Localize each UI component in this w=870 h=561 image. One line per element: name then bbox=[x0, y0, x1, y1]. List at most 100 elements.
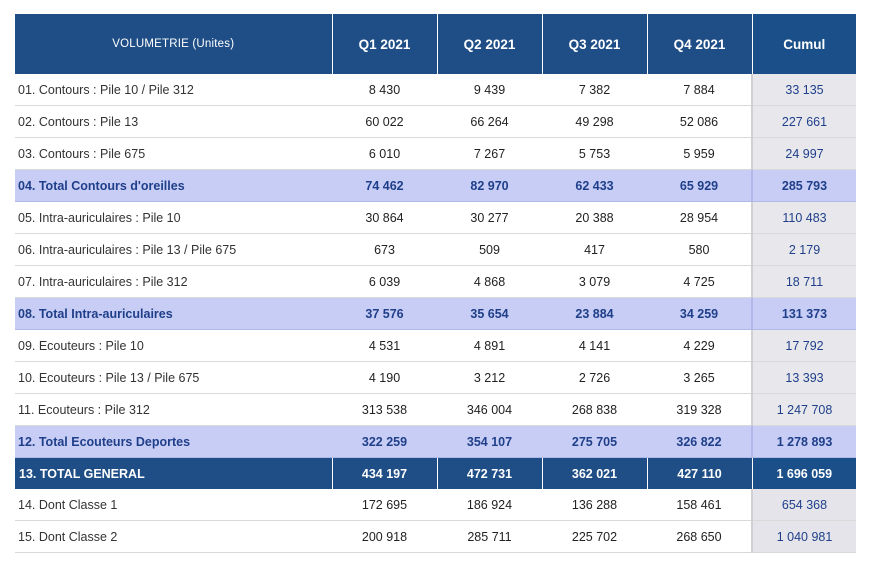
row-label: 05. Intra-auriculaires : Pile 10 bbox=[15, 201, 332, 234]
cell-q2: 3 212 bbox=[437, 361, 542, 394]
cell-q1: 30 864 bbox=[332, 201, 437, 234]
cell-q4: 580 bbox=[647, 233, 752, 266]
row-label: 15. Dont Classe 2 bbox=[15, 520, 332, 553]
cell-q1: 4 531 bbox=[332, 329, 437, 362]
table-body: 01. Contours : Pile 10 / Pile 312 8 430 9 … bbox=[15, 74, 856, 553]
row-label: 10. Ecouteurs : Pile 13 / Pile 675 bbox=[15, 361, 332, 394]
cell-q2: 4 868 bbox=[437, 265, 542, 298]
cell-q2: 354 107 bbox=[437, 425, 542, 458]
cell-cumul: 1 278 893 bbox=[751, 425, 856, 458]
cell-cumul: 33 135 bbox=[751, 74, 856, 106]
row-label: 01. Contours : Pile 10 / Pile 312 bbox=[15, 74, 332, 106]
row-label: 03. Contours : Pile 675 bbox=[15, 137, 332, 170]
cell-cumul: 18 711 bbox=[751, 265, 856, 298]
table-row: 11. Ecouteurs : Pile 312 313 538 346 004 26… bbox=[15, 393, 856, 426]
subtotal-row: 08. Total Intra-auriculaires 37 576 35 654… bbox=[15, 297, 856, 330]
row-label: 12. Total Ecouteurs Deportes bbox=[15, 425, 332, 458]
cell-q4: 4 725 bbox=[647, 265, 752, 298]
cell-q4: 65 929 bbox=[647, 169, 752, 202]
cell-q3: 136 288 bbox=[542, 489, 647, 521]
cell-q2: 509 bbox=[437, 233, 542, 266]
cell-q1: 4 190 bbox=[332, 361, 437, 394]
cell-q3: 275 705 bbox=[542, 425, 647, 458]
cell-q2: 30 277 bbox=[437, 201, 542, 234]
cell-q1: 434 197 bbox=[332, 457, 438, 489]
cell-q1: 8 430 bbox=[332, 74, 437, 106]
cell-q2: 346 004 bbox=[437, 393, 542, 426]
cell-q4: 319 328 bbox=[647, 393, 752, 426]
volumetry-table: VOLUMETRIE (Unites) Q1 2021 Q2 2021 Q3 2… bbox=[15, 14, 856, 553]
cell-q1: 172 695 bbox=[332, 489, 437, 521]
cell-cumul: 227 661 bbox=[751, 105, 856, 138]
cell-cumul: 654 368 bbox=[751, 489, 856, 521]
cell-q4: 7 884 bbox=[647, 74, 752, 106]
table-row: 01. Contours : Pile 10 / Pile 312 8 430 9 … bbox=[15, 74, 856, 106]
table-header-row: VOLUMETRIE (Unites) Q1 2021 Q2 2021 Q3 2… bbox=[15, 14, 856, 74]
cell-q2: 285 711 bbox=[437, 520, 542, 553]
cell-q2: 4 891 bbox=[437, 329, 542, 362]
cell-q4: 34 259 bbox=[647, 297, 752, 330]
table-row: 05. Intra-auriculaires : Pile 10 30 864 30… bbox=[15, 201, 856, 234]
cell-q1: 322 259 bbox=[332, 425, 437, 458]
cell-cumul: 110 483 bbox=[751, 201, 856, 234]
cell-cumul: 2 179 bbox=[751, 233, 856, 266]
cell-q3: 49 298 bbox=[542, 105, 647, 138]
cell-q3: 362 021 bbox=[542, 457, 648, 489]
cell-q4: 52 086 bbox=[647, 105, 752, 138]
cell-q2: 35 654 bbox=[437, 297, 542, 330]
table-row: 06. Intra-auriculaires : Pile 13 / Pile … bbox=[15, 233, 856, 266]
cell-cumul: 24 997 bbox=[751, 137, 856, 170]
cell-q4: 28 954 bbox=[647, 201, 752, 234]
cell-q3: 268 838 bbox=[542, 393, 647, 426]
subtotal-row: 12. Total Ecouteurs Deportes 322 259 354 1… bbox=[15, 425, 856, 458]
table-row: 10. Ecouteurs : Pile 13 / Pile 675 4 190 3… bbox=[15, 361, 856, 394]
cell-q3: 7 382 bbox=[542, 74, 647, 106]
cell-q3: 2 726 bbox=[542, 361, 647, 394]
cell-q2: 472 731 bbox=[437, 457, 543, 489]
cell-q3: 23 884 bbox=[542, 297, 647, 330]
row-label: 11. Ecouteurs : Pile 312 bbox=[15, 393, 332, 426]
header-q1: Q1 2021 bbox=[332, 14, 438, 74]
cell-q1: 60 022 bbox=[332, 105, 437, 138]
cell-cumul: 1 247 708 bbox=[751, 393, 856, 426]
cell-q4: 4 229 bbox=[647, 329, 752, 362]
cell-q3: 417 bbox=[542, 233, 647, 266]
row-label: 06. Intra-auriculaires : Pile 13 / Pile … bbox=[15, 233, 332, 266]
cell-q2: 82 970 bbox=[437, 169, 542, 202]
cell-q3: 3 079 bbox=[542, 265, 647, 298]
header-label: VOLUMETRIE (Unites) bbox=[15, 14, 333, 74]
cell-q2: 66 264 bbox=[437, 105, 542, 138]
table-row: 09. Ecouteurs : Pile 10 4 531 4 891 4 141 4 … bbox=[15, 329, 856, 362]
cell-q4: 268 650 bbox=[647, 520, 752, 553]
cell-q1: 37 576 bbox=[332, 297, 437, 330]
table-row: 07. Intra-auriculaires : Pile 312 6 039 4 … bbox=[15, 265, 856, 298]
cell-q1: 6 039 bbox=[332, 265, 437, 298]
cell-q3: 5 753 bbox=[542, 137, 647, 170]
table-row: 15. Dont Classe 2 200 918 285 711 225 702 26… bbox=[15, 520, 856, 553]
table-row: 02. Contours : Pile 13 60 022 66 264 49 298… bbox=[15, 105, 856, 138]
header-q2: Q2 2021 bbox=[437, 14, 543, 74]
cell-q1: 200 918 bbox=[332, 520, 437, 553]
cell-q1: 313 538 bbox=[332, 393, 437, 426]
row-label: 14. Dont Classe 1 bbox=[15, 489, 332, 521]
header-cumul: Cumul bbox=[752, 14, 856, 74]
cell-cumul: 1 696 059 bbox=[751, 457, 856, 489]
row-label: 13. TOTAL GENERAL bbox=[15, 457, 333, 489]
cell-q1: 673 bbox=[332, 233, 437, 266]
cell-q3: 20 388 bbox=[542, 201, 647, 234]
cell-q3: 62 433 bbox=[542, 169, 647, 202]
header-q4: Q4 2021 bbox=[647, 14, 753, 74]
cell-q2: 9 439 bbox=[437, 74, 542, 106]
subtotal-row: 04. Total Contours d'oreilles 74 462 82 97… bbox=[15, 169, 856, 202]
cell-cumul: 285 793 bbox=[751, 169, 856, 202]
cell-q4: 326 822 bbox=[647, 425, 752, 458]
cell-q4: 158 461 bbox=[647, 489, 752, 521]
cell-q1: 6 010 bbox=[332, 137, 437, 170]
row-label: 07. Intra-auriculaires : Pile 312 bbox=[15, 265, 332, 298]
cell-q4: 427 110 bbox=[647, 457, 753, 489]
cell-q1: 74 462 bbox=[332, 169, 437, 202]
cell-cumul: 13 393 bbox=[751, 361, 856, 394]
header-q3: Q3 2021 bbox=[542, 14, 648, 74]
cell-cumul: 1 040 981 bbox=[751, 520, 856, 553]
cell-q2: 7 267 bbox=[437, 137, 542, 170]
